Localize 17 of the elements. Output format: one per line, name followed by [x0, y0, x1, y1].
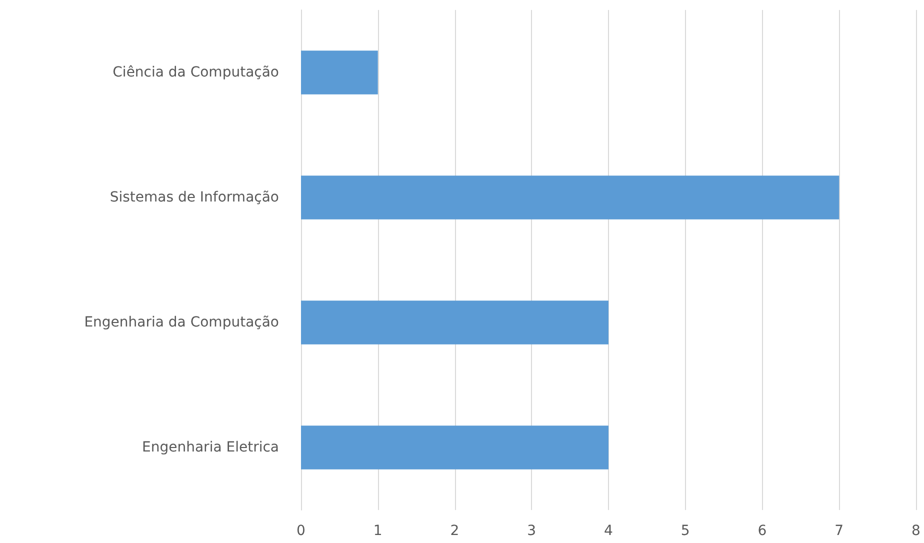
- y-tick-label: Engenharia Eletrica: [142, 440, 279, 456]
- x-tick-label: 1: [373, 523, 382, 539]
- bar: [301, 426, 608, 470]
- y-tick-label: Engenharia da Computação: [84, 314, 279, 330]
- bar: [301, 50, 378, 94]
- x-tick-label: 5: [680, 523, 690, 539]
- x-tick-label: 0: [296, 523, 306, 539]
- bar: [301, 300, 608, 344]
- x-tick-label: 6: [758, 523, 767, 539]
- x-tick-label: 4: [604, 523, 614, 539]
- x-tick-label: 8: [912, 523, 920, 539]
- y-tick-label: Ciência da Computação: [112, 64, 279, 80]
- x-tick-label: 2: [450, 523, 460, 539]
- x-tick-label: 7: [834, 523, 844, 539]
- x-tick-label: 3: [527, 523, 536, 539]
- bar: [301, 176, 840, 220]
- y-tick-label: Sistemas de Informação: [110, 190, 279, 206]
